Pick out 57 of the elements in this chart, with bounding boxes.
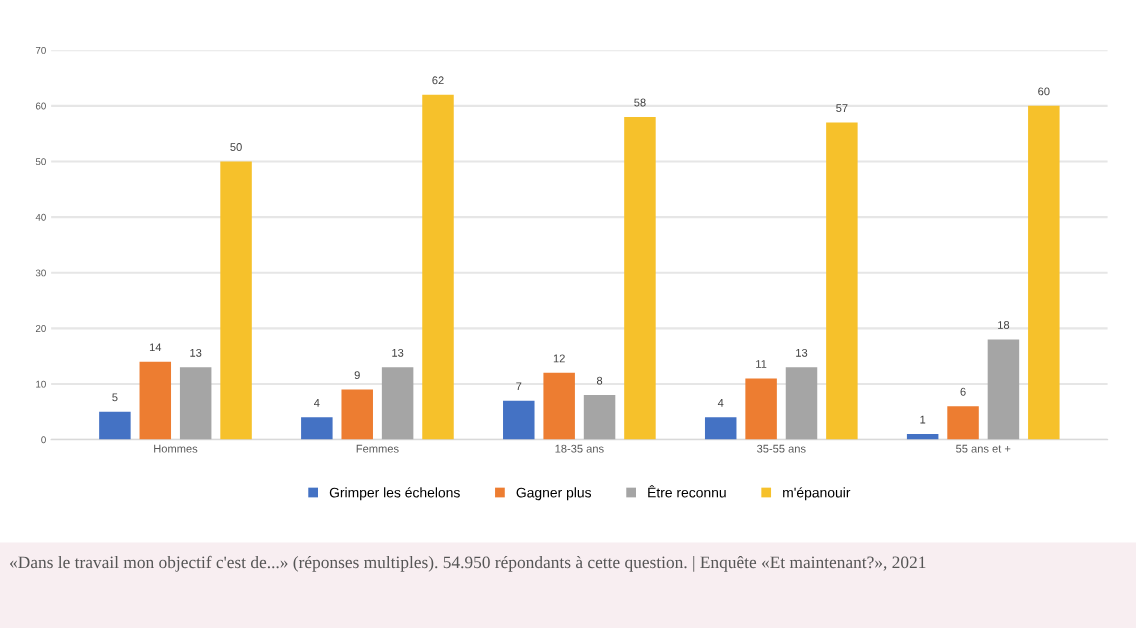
- data-label: 14: [149, 343, 162, 352]
- bar: [745, 378, 777, 440]
- bar: [785, 367, 818, 440]
- data-label: 9: [354, 371, 360, 380]
- bar: [341, 389, 373, 440]
- data-label: 7: [516, 382, 522, 391]
- bar: [947, 406, 979, 440]
- x-tick-label: Hommes: [154, 444, 198, 453]
- bar: [503, 400, 535, 440]
- bar: [99, 411, 131, 440]
- data-label: 1: [920, 415, 926, 424]
- data-label: 57: [836, 104, 848, 113]
- bar: [543, 372, 575, 440]
- bar: [1028, 105, 1060, 440]
- data-label: 8: [596, 376, 603, 385]
- bar: [139, 361, 172, 440]
- text: «Dans le travail mon objectif c'est de...» (réponses multiples). 54.950 répondants à cette question. | Enquête «Et maintenant?», 2021: [10, 555, 926, 572]
- legend-label: m'épanouir: [783, 487, 851, 501]
- data-label: 13: [392, 348, 404, 357]
- bar: [826, 122, 858, 440]
- bar: [422, 94, 454, 440]
- y-tick-label: 0: [41, 436, 46, 444]
- y-tick-label: 10: [36, 380, 46, 388]
- bar: [381, 367, 414, 440]
- data-label: 11: [756, 360, 767, 368]
- data-label: 62: [432, 76, 444, 85]
- bar: [583, 395, 616, 440]
- x-tick-label: Femmes: [356, 444, 399, 453]
- data-label: 58: [634, 98, 646, 107]
- data-label: 13: [796, 348, 808, 357]
- legend-label: Grimper les échelons: [329, 487, 460, 501]
- data-label: 4: [717, 399, 724, 407]
- data-label: 6: [960, 387, 966, 396]
- legend-label: Être reconnu: [648, 485, 726, 498]
- data-label: 50: [230, 143, 242, 151]
- bar: [220, 161, 252, 440]
- x-tick-label: 35-55 ans: [757, 444, 806, 453]
- x-tick-label: 18-35 ans: [555, 444, 604, 453]
- bar: [301, 417, 333, 440]
- bar: [179, 367, 212, 440]
- data-label: 60: [1038, 87, 1050, 96]
- bar: [987, 339, 1020, 440]
- data-label: 13: [190, 348, 202, 357]
- data-label: 18: [998, 321, 1010, 329]
- data-label: 5: [112, 393, 118, 402]
- bar: [624, 116, 656, 440]
- y-tick-label: 70: [35, 46, 46, 54]
- y-tick-label: 20: [35, 325, 46, 332]
- y-tick-label: 40: [35, 213, 46, 221]
- bar: [704, 417, 737, 440]
- legend-label: Gagner plus: [516, 487, 592, 501]
- data-label: 12: [553, 354, 565, 363]
- y-tick-label: 50: [35, 158, 46, 166]
- y-tick-label: 30: [35, 269, 46, 277]
- x-tick-label: 55 ans et +: [956, 444, 1011, 453]
- data-label: 4: [314, 399, 320, 407]
- y-tick-label: 60: [35, 102, 46, 110]
